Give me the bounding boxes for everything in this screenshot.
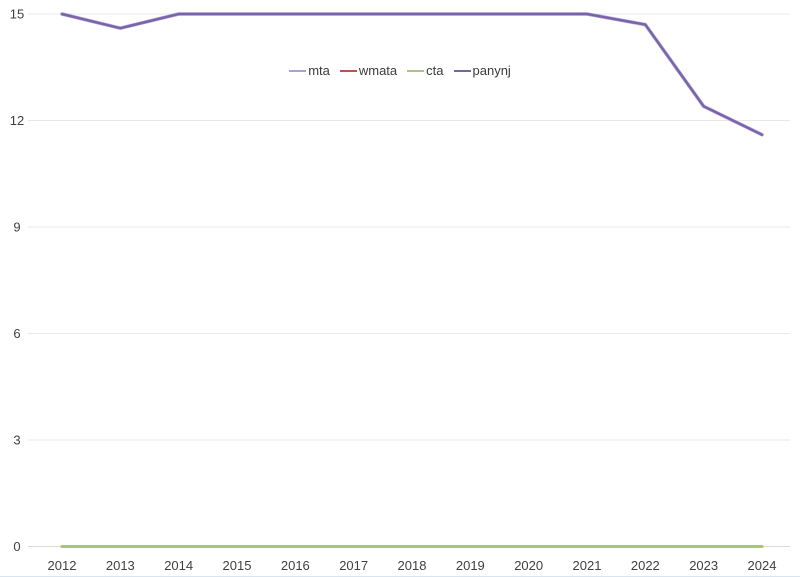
x-tick-label-2015: 2015 (223, 558, 252, 573)
y-tick-label-0: 0 (13, 539, 20, 554)
x-tick-label-2014: 2014 (164, 558, 193, 573)
y-tick-label-6: 6 (13, 326, 20, 341)
x-tick-label-2016: 2016 (281, 558, 310, 573)
y-tick-label-12: 12 (10, 113, 24, 128)
x-tick-label-2021: 2021 (573, 558, 602, 573)
x-tick-label-2012: 2012 (48, 558, 77, 573)
series-line-mta (60, 12, 764, 137)
y-tick-label-15: 15 (10, 7, 24, 22)
x-tick-label-2017: 2017 (339, 558, 368, 573)
x-tick-label-2022: 2022 (631, 558, 660, 573)
x-tick-label-2013: 2013 (106, 558, 135, 573)
series-line-panynj (60, 12, 764, 136)
x-tick-label-2023: 2023 (689, 558, 718, 573)
x-tick-label-2019: 2019 (456, 558, 485, 573)
x-tick-label-2018: 2018 (398, 558, 427, 573)
y-tick-label-3: 3 (13, 433, 20, 448)
x-tick-label-2020: 2020 (514, 558, 543, 573)
x-tick-label-2024: 2024 (748, 558, 777, 573)
y-tick-label-9: 9 (13, 220, 20, 235)
